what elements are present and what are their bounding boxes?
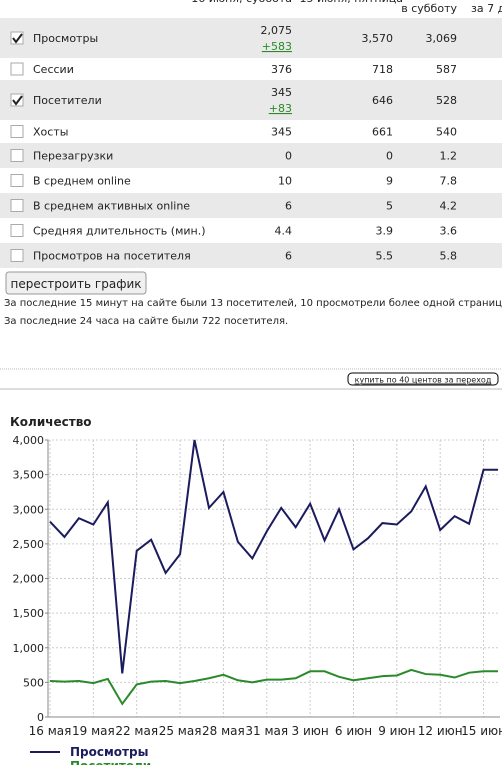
table-row bbox=[0, 18, 502, 58]
row-label: Средняя длительность (мин.) bbox=[33, 225, 206, 238]
x-tick-label: 25 мая bbox=[159, 724, 202, 738]
checkbox[interactable] bbox=[10, 149, 24, 162]
note: За последние 15 минут на сайте были 13 п… bbox=[4, 298, 502, 309]
row-label: В среднем online bbox=[33, 175, 131, 188]
y-tick-label: 3,000 bbox=[13, 503, 45, 516]
checkbox[interactable] bbox=[10, 199, 24, 212]
cell-value: 3,069 bbox=[426, 32, 458, 45]
checkbox[interactable] bbox=[10, 62, 24, 76]
buy-button[interactable] bbox=[347, 372, 499, 386]
y-tick-label: 4,000 bbox=[13, 434, 45, 447]
cell-value: 587 bbox=[436, 63, 457, 76]
cell-value: 540 bbox=[436, 126, 457, 139]
y-tick-label: 1,500 bbox=[13, 607, 45, 620]
cell-value: 661 bbox=[372, 126, 393, 139]
row-label: Перезагрузки bbox=[33, 150, 113, 163]
x-tick-label: 28 мая bbox=[202, 724, 245, 738]
cell-value: 7.8 bbox=[440, 175, 458, 188]
y-tick-label: 3,500 bbox=[13, 469, 45, 482]
checkbox[interactable] bbox=[10, 224, 24, 237]
cell-value: 3.6 bbox=[440, 225, 458, 238]
legend-label: Посетители bbox=[70, 759, 151, 765]
x-tick-label: 6 июн bbox=[335, 724, 372, 738]
table-row bbox=[0, 193, 502, 218]
column-header: 15 июня, пятница bbox=[300, 0, 404, 5]
column-header: в субботу bbox=[401, 2, 457, 15]
table-row bbox=[0, 58, 502, 80]
cell-value: 5 bbox=[386, 200, 393, 213]
checkbox[interactable] bbox=[10, 174, 24, 187]
cell-value: 3,570 bbox=[362, 32, 394, 45]
row-label: Просмотры bbox=[33, 32, 98, 45]
cell-value: 3.9 bbox=[376, 225, 394, 238]
checkbox[interactable] bbox=[10, 125, 24, 138]
checkmark bbox=[12, 33, 23, 44]
row-label: В среднем активных online bbox=[33, 200, 190, 213]
row-label: Хосты bbox=[33, 126, 68, 139]
cell-value: 376 bbox=[271, 63, 292, 76]
cell-value: 2,075 bbox=[261, 24, 293, 37]
table-row bbox=[0, 120, 502, 143]
checkbox[interactable] bbox=[10, 93, 24, 107]
cell-value: 1.2 bbox=[440, 150, 458, 163]
series-line bbox=[49, 668, 498, 706]
column-header: за 7 д bbox=[471, 2, 502, 15]
cell-value: 718 bbox=[372, 63, 393, 76]
table-row bbox=[0, 143, 502, 168]
buy-button-label[interactable]: купить по 40 центов за переход bbox=[355, 376, 492, 385]
y-tick-label: 2,000 bbox=[13, 573, 45, 586]
chart-title: Количество bbox=[10, 415, 92, 429]
cell-value: 4.2 bbox=[440, 200, 458, 213]
cell-delta: +83 bbox=[269, 102, 292, 115]
y-tick-label: 0 bbox=[37, 711, 44, 724]
column-header: 16 июня, суббота bbox=[191, 0, 292, 5]
cell-delta: +583 bbox=[262, 40, 292, 53]
x-tick-label: 9 июн bbox=[378, 724, 415, 738]
table-row bbox=[0, 218, 502, 243]
checkbox[interactable] bbox=[10, 249, 24, 262]
x-tick-label: 15 июн bbox=[461, 724, 502, 738]
cell-value: 345 bbox=[271, 126, 292, 139]
x-tick-label: 3 июн bbox=[292, 724, 329, 738]
series-line bbox=[49, 439, 498, 674]
y-tick-label: 1,000 bbox=[13, 642, 45, 655]
checkmark bbox=[12, 95, 23, 106]
cell-value: 6 bbox=[285, 250, 292, 263]
table-row bbox=[0, 243, 502, 268]
x-tick-label: 22 мая bbox=[115, 724, 158, 738]
cell-value: 646 bbox=[372, 94, 393, 107]
y-tick-label: 500 bbox=[23, 676, 44, 689]
x-tick-label: 16 мая bbox=[29, 724, 72, 738]
cell-value: 5.5 bbox=[376, 250, 394, 263]
rebuild-button[interactable] bbox=[5, 271, 147, 295]
cell-value: 0 bbox=[386, 150, 393, 163]
row-label: Посетители bbox=[33, 94, 102, 107]
cell-value: 528 bbox=[436, 94, 457, 107]
cell-value: 9 bbox=[386, 175, 393, 188]
x-tick-label: 12 июн bbox=[418, 724, 463, 738]
table-row bbox=[0, 80, 502, 120]
cell-value: 5.8 bbox=[440, 250, 458, 263]
legend-label: Просмотры bbox=[70, 745, 148, 759]
y-tick-label: 2,500 bbox=[13, 538, 45, 551]
cell-value: 345 bbox=[271, 86, 292, 99]
cell-value: 6 bbox=[285, 200, 292, 213]
row-label: Просмотров на посетителя bbox=[33, 250, 191, 263]
rebuild-button-label[interactable]: перестроить график bbox=[10, 277, 141, 291]
cell-value: 4.4 bbox=[275, 225, 293, 238]
note: За последние 24 часа на сайте были 722 п… bbox=[4, 316, 288, 327]
x-tick-label: 31 мая bbox=[245, 724, 288, 738]
table-row bbox=[0, 168, 502, 193]
x-tick-label: 19 мая bbox=[72, 724, 115, 738]
table-header-bg bbox=[0, 0, 502, 18]
row-label: Сессии bbox=[33, 63, 74, 76]
cell-value: 10 bbox=[278, 175, 292, 188]
cell-value: 0 bbox=[285, 150, 292, 163]
